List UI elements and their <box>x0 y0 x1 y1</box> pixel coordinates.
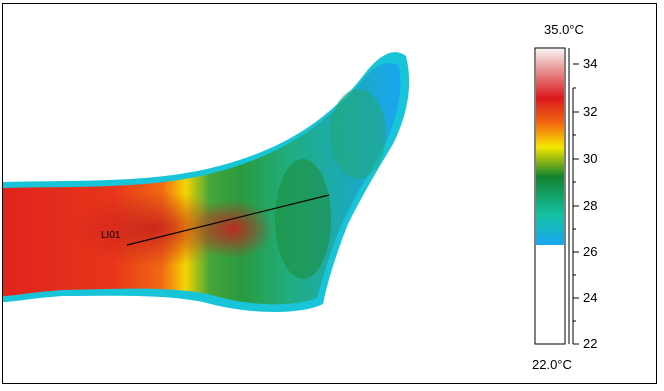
tick-label: 22 <box>583 336 598 351</box>
tick-label: 26 <box>583 244 598 259</box>
tick-label: 34 <box>583 56 598 71</box>
tick-label: 24 <box>583 290 598 305</box>
scale-max-label: 35.0°C <box>544 22 584 37</box>
measurement-line <box>126 194 330 246</box>
scale-min-label: 22.0°C <box>532 357 572 372</box>
thermal-image <box>3 47 579 345</box>
tick-label: 30 <box>583 151 598 166</box>
thermogram-view: LI01 35.0°C 22.0°C 34 32 30 28 26 24 22 <box>2 3 657 384</box>
tick-label: 28 <box>583 198 598 213</box>
tick-label: 32 <box>583 104 598 119</box>
measurement-line-label: LI01 <box>101 230 121 241</box>
scale-ticks <box>573 63 579 345</box>
